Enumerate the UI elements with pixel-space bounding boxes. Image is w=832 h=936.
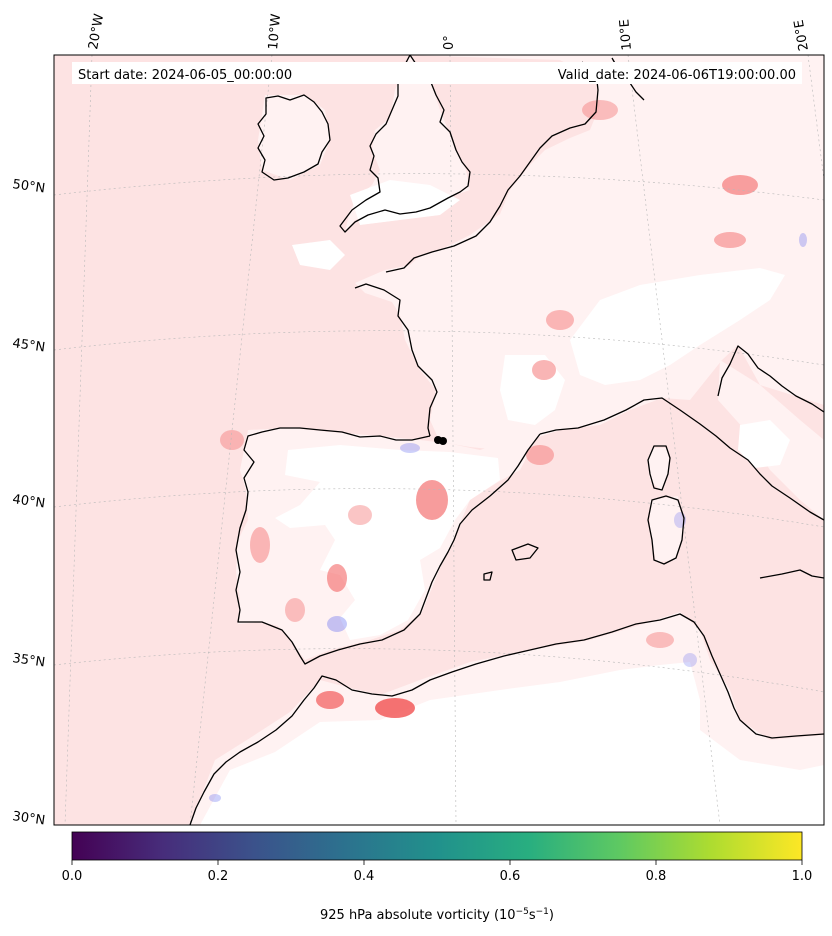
colorbar-label-main: 925 hPa absolute vorticity (10 [320,908,516,923]
meridian-20w [64,55,93,825]
mask-alps-italy [570,268,785,385]
vort-pos-12 [582,100,618,120]
mask-uk [350,180,460,225]
vort-neg-4 [799,233,807,247]
colorbar-tick-label: 0.4 [354,869,375,884]
colorbar-tick-label: 0.8 [646,869,667,884]
lon-label-10w: 10°W [266,13,284,50]
lat-label-40n: 40°N [11,492,46,511]
colorbar-tick-label: 0.6 [500,869,521,884]
coast-great-britain [339,55,471,233]
colorbar-label-mid: s [529,908,536,923]
mask-channel [292,240,345,270]
lon-label-20e: 20°E [792,19,812,52]
coast-adriatic [717,345,824,413]
vort-pos-7 [714,232,746,248]
vort-pos-6 [722,175,758,195]
coast-sardinia [647,495,685,565]
colorbar-label: 925 hPa absolute vorticity (10−5s−1) [320,907,554,923]
colorbar-tick-label: 1.0 [792,869,813,884]
vort-neg-5 [209,794,221,802]
longitude-labels: 20°W 10°W 0° 10°E 20°E [86,13,812,52]
valid-date-label: Valid_date: 2024-06-06T19:00:00.00 [558,68,796,83]
colorbar-tick-label: 0.2 [208,869,229,884]
parallel-45n [54,330,824,366]
coast-balearic-ibiza [483,571,493,581]
meridian-0 [449,55,457,825]
lat-label-45n: 45°N [11,336,46,355]
coast-ireland [257,94,331,181]
colorbar: 0.0 0.2 0.4 0.6 0.8 1.0 925 hPa absolute vort… [62,831,813,923]
positive-vorticity-patches [220,100,758,718]
mask-balkans [738,420,790,468]
vort-neg-2 [400,443,420,453]
vort-pos-9 [526,445,554,465]
colorbar-ticks: 0.0 0.2 0.4 0.6 0.8 1.0 [62,860,813,884]
lat-label-35n: 35°N [11,651,46,670]
graticule [54,55,824,825]
landmass-corsica [648,448,670,492]
coast-sicily [759,569,824,579]
coast-corsica [647,445,671,491]
location-marker [434,436,447,445]
landmass-ireland [258,95,330,180]
coast-north-africa [189,613,824,825]
vort-pos-1 [375,698,415,718]
colorbar-label-exp2: −1 [536,907,549,917]
colorbar-gradient [71,831,803,861]
vort-pos-2 [316,691,344,709]
coastlines [189,55,824,825]
coast-iberia [235,427,541,665]
coast-france-atlantic [354,283,438,437]
latitude-labels: 50°N 45°N 40°N 35°N 30°N [11,177,46,828]
vort-pos-3 [416,480,448,520]
landmass-europe [355,55,824,450]
map-panel [54,55,824,825]
mask-central-europe [500,355,565,425]
coast-med-france-italy [539,397,824,521]
vort-pos-15 [220,430,244,450]
landmass-sardinia [650,496,684,562]
lon-label-20w: 20°W [86,13,107,51]
coast-balearic-mallorca [511,543,539,561]
mask-north-africa [200,662,824,825]
colorbar-tick-label: 0.0 [62,869,83,884]
header-box [72,62,802,84]
marker-dot-2 [439,437,447,445]
vort-pos-11 [348,505,372,525]
start-date-label: Start date: 2024-06-05_00:00:00 [78,68,292,83]
parallel-40n [54,488,824,528]
lon-label-10e: 10°E [617,19,635,51]
colorbar-label-end: ) [549,908,554,923]
vort-pos-14 [646,632,674,648]
meridian-10e [627,55,721,825]
vort-pos-10 [546,310,574,330]
vort-neg-3 [683,653,697,667]
lat-label-50n: 50°N [11,177,46,196]
vort-pos-13 [285,598,305,622]
vort-neg-1 [327,616,347,632]
vort-pos-4 [327,564,347,592]
lat-label-30n: 30°N [11,809,46,828]
meridian-20e [807,55,824,181]
map-frame [53,54,825,826]
coast-france-north [385,61,599,273]
colorbar-label-exp1: −5 [516,907,529,917]
lon-label-0: 0° [442,35,457,50]
vort-pos-8 [532,360,556,380]
parallel-35n [54,648,824,693]
meridian-10w [189,55,273,825]
vort-pos-5 [250,527,270,563]
parallel-50n [54,173,824,201]
